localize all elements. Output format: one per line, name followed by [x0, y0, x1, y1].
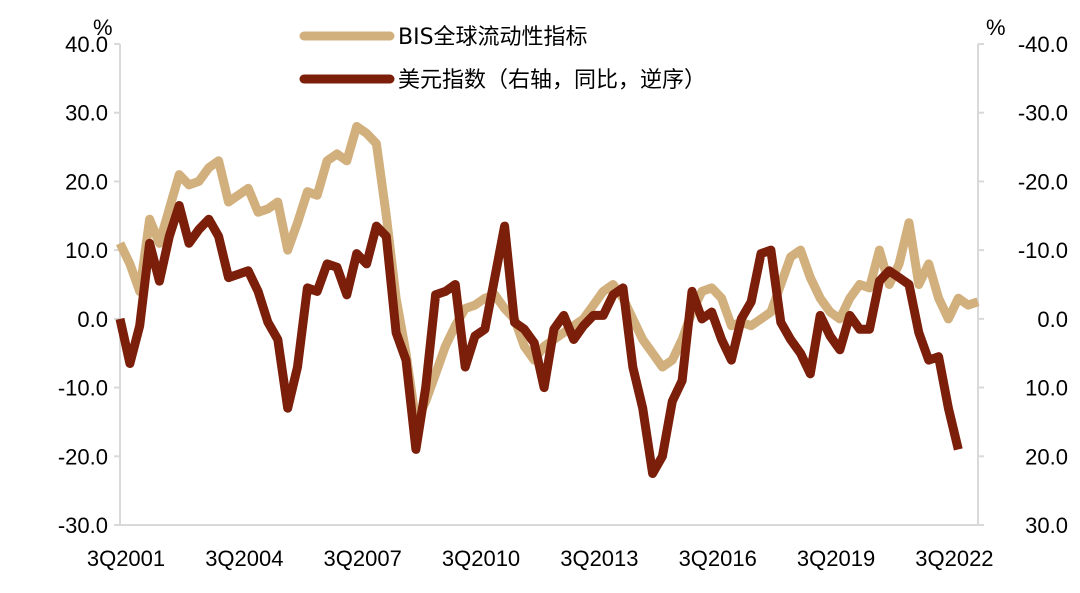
x-tick-label: 3Q2010	[442, 546, 520, 571]
right-axis-unit: %	[986, 15, 1006, 40]
left-tick-label: 0.0	[77, 307, 108, 332]
left-tick-label: -10.0	[58, 376, 108, 401]
right-tick-label: 0.0	[1037, 307, 1068, 332]
right-tick-label: 30.0	[1025, 513, 1068, 538]
left-axis-unit: %	[93, 15, 113, 40]
right-tick-label: -40.0	[1018, 32, 1068, 57]
right-tick-label: -30.0	[1018, 101, 1068, 126]
left-tick-label: 30.0	[65, 101, 108, 126]
right-tick-label: 20.0	[1025, 444, 1068, 469]
left-tick-label: 10.0	[65, 238, 108, 263]
series-line-usd-index	[115, 201, 963, 478]
right-tick-label: -10.0	[1018, 238, 1068, 263]
x-axis-ticks: 3Q2001 3Q2004 3Q2007 3Q2010 3Q2013 3Q2016 3Q20…	[87, 546, 994, 571]
legend-label-usd: 美元指数（右轴，同比，逆序）	[398, 68, 706, 93]
x-tick-label: 3Q2013	[560, 546, 638, 571]
series-layer	[115, 122, 980, 478]
left-axis-ticks: 40.0 30.0 20.0 10.0 0.0 -10.0 -20.0 -30.0	[58, 32, 120, 538]
right-tick-label: 10.0	[1025, 376, 1068, 401]
left-tick-label: -20.0	[58, 444, 108, 469]
x-tick-label: 3Q2016	[679, 546, 757, 571]
right-axis-ticks: -40.0 -30.0 -20.0 -10.0 0.0 10.0 20.0 30.0	[978, 32, 1068, 538]
x-tick-label: 3Q2001	[87, 546, 165, 571]
x-tick-label: 3Q2007	[324, 546, 402, 571]
right-tick-label: -20.0	[1018, 169, 1068, 194]
left-tick-label: 40.0	[65, 32, 108, 57]
left-tick-label: -30.0	[58, 513, 108, 538]
legend-label-bis: BIS全球流动性指标	[398, 25, 588, 50]
x-tick-label: 3Q2019	[797, 546, 875, 571]
left-tick-label: 20.0	[65, 169, 108, 194]
x-tick-label: 3Q2004	[205, 546, 283, 571]
legend: BIS全球流动性指标 美元指数（右轴，同比，逆序）	[299, 25, 706, 93]
x-tick-label: 3Q2022	[915, 546, 993, 571]
